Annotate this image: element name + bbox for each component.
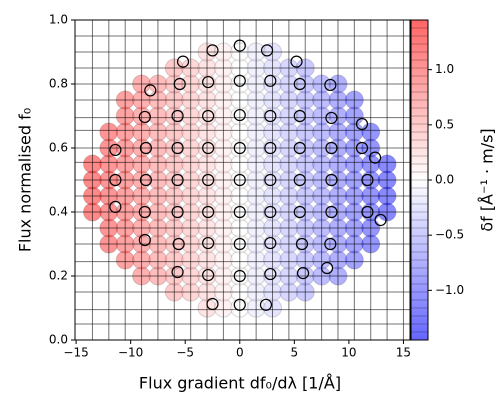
- y-tick-label: 0.2: [49, 269, 68, 283]
- marker-circle: [171, 109, 184, 123]
- marker-circle: [264, 267, 277, 281]
- marker-circle: [296, 267, 310, 280]
- marker-circle: [233, 108, 246, 122]
- x-tick-label: 15: [396, 346, 411, 360]
- marker-circle: [295, 237, 309, 251]
- y-tick-label: 0.8: [49, 77, 68, 91]
- x-axis-label: Flux gradient df₀/dλ [1/Å]: [139, 374, 341, 393]
- marker-circle: [171, 265, 184, 279]
- marker-circle: [171, 141, 184, 155]
- y-tick-label: 0.6: [49, 141, 68, 155]
- plot-area: [75, 20, 410, 340]
- y-tick-label: 0.4: [49, 205, 68, 219]
- marker-circle: [293, 173, 306, 187]
- marker-circle: [202, 268, 215, 282]
- marker-circle: [293, 205, 306, 219]
- marker-circle: [171, 173, 184, 187]
- marker-circle: [139, 173, 153, 187]
- x-tick-label: −5: [176, 346, 194, 360]
- marker-circle: [173, 77, 186, 91]
- marker-circle: [144, 84, 157, 97]
- colorbar-tick-label: 1.0: [435, 62, 454, 76]
- marker-circle: [109, 143, 122, 157]
- marker-circle: [368, 151, 382, 164]
- marker-circle: [355, 117, 369, 131]
- marker-circle: [264, 74, 277, 87]
- marker-circle: [260, 44, 274, 57]
- colorbar-tick-label: 0.5: [435, 117, 454, 131]
- marker-circle: [259, 298, 273, 311]
- marker-circle: [325, 111, 338, 125]
- marker-circle: [202, 236, 215, 250]
- marker-circle: [233, 141, 246, 155]
- marker-circle: [264, 109, 277, 123]
- marker-circle: [202, 173, 215, 187]
- marker-circle: [324, 78, 337, 92]
- marker-circle: [109, 173, 122, 187]
- marker-circle: [320, 261, 334, 275]
- marker-circle: [233, 39, 246, 52]
- marker-circle: [233, 173, 246, 187]
- x-tick-label: 5: [291, 346, 299, 360]
- marker-circle: [202, 75, 215, 89]
- marker-circle: [290, 55, 303, 68]
- marker-circle: [264, 205, 277, 219]
- marker-circle: [264, 173, 277, 187]
- marker-circle: [202, 141, 215, 155]
- marker-circle: [361, 173, 374, 187]
- marker-circle: [206, 44, 219, 57]
- colorbar-label: δf [Å⁻¹ · m/s]: [478, 128, 497, 231]
- marker-circle: [264, 236, 277, 250]
- marker-circle: [325, 205, 338, 219]
- marker-circle: [324, 237, 337, 251]
- marker-circle: [139, 141, 153, 155]
- y-tick-label: 1.0: [49, 13, 68, 27]
- axes-frame: [74, 19, 411, 341]
- marker-circle: [138, 233, 151, 247]
- colorbar-tick-label: −0.5: [435, 228, 464, 242]
- x-tick-label: −15: [63, 346, 88, 360]
- marker-circle: [176, 55, 190, 68]
- marker-circle: [206, 297, 219, 311]
- marker-circle: [293, 109, 306, 123]
- marker-circle: [171, 205, 184, 219]
- colorbar-tick-label: 0.0: [435, 173, 454, 187]
- marker-circle: [293, 141, 306, 155]
- marker-circle: [293, 77, 306, 91]
- marker-circle: [264, 141, 277, 155]
- marker-circle: [374, 213, 387, 227]
- marker-circle: [202, 109, 215, 123]
- marker-circle: [138, 205, 151, 219]
- marker-circle: [233, 205, 246, 219]
- x-tick-label: 0: [236, 346, 244, 360]
- marker-circle: [233, 269, 246, 283]
- marker-circle: [233, 237, 246, 251]
- marker-circle: [233, 298, 246, 311]
- marker-circle: [325, 173, 338, 187]
- y-axis-label: Flux normalised f₀: [16, 108, 35, 252]
- marker-circle: [172, 237, 185, 251]
- colorbar-tick-label: −1.0: [435, 283, 464, 297]
- marker-circle: [325, 141, 338, 155]
- marker-circle: [233, 74, 246, 87]
- y-tick-label: 0.0: [49, 333, 68, 347]
- x-tick-label: −10: [118, 346, 143, 360]
- marker-circle: [109, 200, 122, 213]
- marker-circle: [138, 110, 151, 124]
- x-tick-label: 10: [341, 346, 356, 360]
- marker-circle: [361, 205, 374, 219]
- marker-circle: [202, 205, 215, 219]
- marker-circle: [355, 141, 369, 155]
